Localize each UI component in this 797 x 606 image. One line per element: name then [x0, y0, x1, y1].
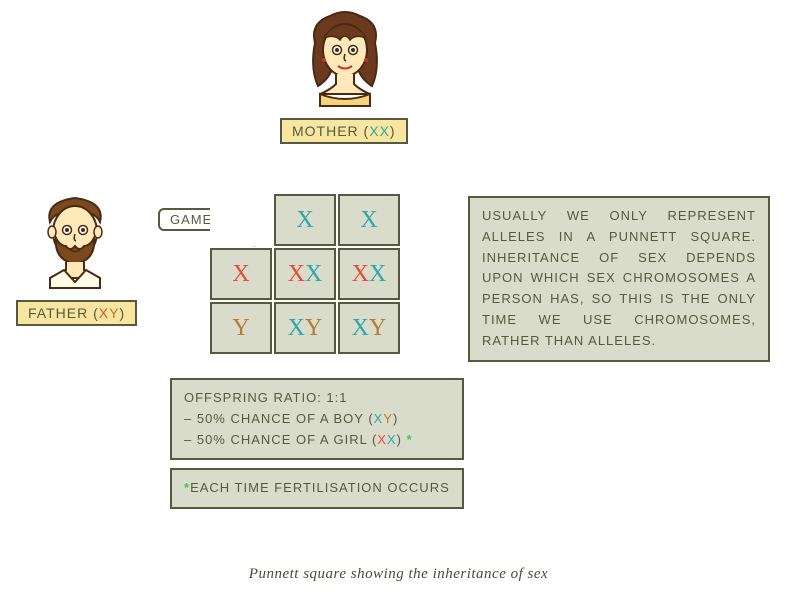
father-chrom2: Y — [109, 305, 119, 321]
r2pre: – 50% CHANCE OF A BOY ( — [184, 411, 374, 426]
father-label-suffix: ) — [119, 305, 125, 321]
r2post: ) — [393, 411, 398, 426]
r3ast: * — [407, 432, 413, 447]
r3post: ) — [397, 432, 407, 447]
r3pre: – 50% CHANCE OF A GIRL ( — [184, 432, 377, 447]
mother-chrom1: X — [369, 123, 379, 139]
punnett-cell-21: XY — [274, 302, 336, 354]
father-illustration — [30, 190, 120, 290]
punnett-col-header-2: X — [338, 194, 400, 246]
c11b: X — [305, 261, 322, 287]
punnett-square: X X X XX XX Y XY XY — [208, 192, 402, 356]
c11a: X — [288, 261, 305, 287]
r3x1: X — [377, 432, 387, 447]
ratio-line1: OFFSPRING RATIO: 1:1 — [184, 388, 450, 409]
col-h2: X — [360, 207, 377, 233]
c22a: X — [352, 315, 369, 341]
c21a: X — [288, 315, 305, 341]
c12a: X — [352, 261, 369, 287]
punnett-cell-22: XY — [338, 302, 400, 354]
mother-label-suffix: ) — [390, 123, 396, 139]
ratio-line2: – 50% CHANCE OF A BOY (XY) — [184, 409, 450, 430]
punnett-cell-11: XX — [274, 248, 336, 300]
row-h2: Y — [232, 315, 249, 341]
father-label: FATHER (XY) — [16, 300, 137, 326]
explanation-text: USUALLY WE ONLY REPRESENT ALLELES IN A P… — [482, 208, 756, 348]
r2y: Y — [383, 411, 393, 426]
c22b: Y — [369, 315, 386, 341]
punnett-blank — [210, 194, 272, 246]
footnote-text: EACH TIME FERTILISATION OCCURS — [190, 480, 450, 495]
footnote-box: *EACH TIME FERTILISATION OCCURS — [170, 468, 464, 509]
r3x2: X — [387, 432, 397, 447]
ratio-box: OFFSPRING RATIO: 1:1 – 50% CHANCE OF A B… — [170, 378, 464, 460]
punnett-row-header-1: X — [210, 248, 272, 300]
row-h1: X — [232, 261, 249, 287]
mother-chrom2: X — [380, 123, 390, 139]
r2x: X — [374, 411, 384, 426]
caption: Punnett square showing the inheritance o… — [0, 566, 797, 583]
col-h1: X — [296, 207, 313, 233]
ratio-line3: – 50% CHANCE OF A GIRL (XX) * — [184, 430, 450, 451]
mother-label: MOTHER (XX) — [280, 118, 408, 144]
punnett-row-header-2: Y — [210, 302, 272, 354]
punnett-col-header-1: X — [274, 194, 336, 246]
punnett-cell-12: XX — [338, 248, 400, 300]
father-label-prefix: FATHER ( — [28, 305, 99, 321]
caption-text: Punnett square showing the inheritance o… — [249, 566, 548, 582]
mother-label-prefix: MOTHER ( — [292, 123, 369, 139]
father-chrom1: X — [99, 305, 109, 321]
c12b: X — [369, 261, 386, 287]
mother-illustration — [300, 8, 390, 108]
c21b: Y — [305, 315, 322, 341]
explanation-box: USUALLY WE ONLY REPRESENT ALLELES IN A P… — [468, 196, 770, 362]
